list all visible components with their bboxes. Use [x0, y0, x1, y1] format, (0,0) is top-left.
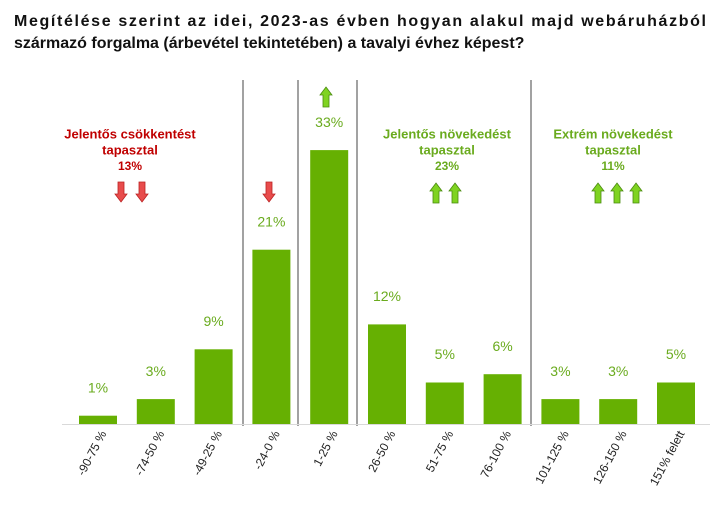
value-label: 3% [146, 363, 166, 379]
x-tick-label: -24-0 % [251, 428, 283, 472]
annotation: tapasztal [585, 142, 641, 157]
annotation: Extrém növekedést [553, 126, 673, 141]
annotation: Jelentős csökkentést [64, 126, 196, 141]
value-label: 3% [550, 363, 570, 379]
arrow-up [448, 182, 462, 204]
annotation: 13% [118, 159, 142, 173]
annotation: tapasztal [419, 142, 475, 157]
x-tick-label: 151% felett [647, 428, 688, 488]
bar [599, 399, 638, 424]
value-label: 5% [435, 346, 455, 362]
value-label: 33% [315, 114, 343, 130]
bar [136, 399, 175, 424]
annotation: 23% [435, 159, 459, 173]
bar [194, 349, 233, 424]
arrow-up [629, 182, 643, 204]
x-tick-label: 51-75 % [423, 428, 456, 474]
separators [242, 80, 532, 426]
x-tick-label: 126-150 % [590, 428, 630, 486]
value-label: 3% [608, 363, 628, 379]
arrow-down [135, 181, 149, 203]
annotation: 11% [601, 159, 625, 173]
bar [252, 249, 291, 424]
x-tick-label: 101-125 % [532, 428, 572, 486]
value-label: 21% [257, 213, 285, 229]
arrow-up [591, 182, 605, 204]
bar [368, 324, 406, 424]
arrow-up [429, 182, 443, 204]
arrow-down [114, 181, 128, 203]
annotation: tapasztal [102, 142, 158, 157]
chart-title: Megítélése szerint az idei, 2023-as évbe… [14, 13, 706, 30]
x-tick-label: -49-25 % [190, 428, 225, 478]
x-tick-label: -90-75 % [74, 428, 109, 478]
bar [483, 374, 522, 424]
x-tick-label: 76-100 % [478, 428, 515, 480]
chart-title: származó forgalma (árbevétel tekintetébe… [14, 35, 524, 52]
x-tick-label: 1-25 % [310, 428, 340, 468]
bar [79, 415, 117, 424]
value-label: 9% [203, 313, 223, 329]
value-label: 6% [492, 338, 512, 354]
x-tick-label: -74-50 % [132, 428, 167, 478]
x-tick-label: 26-50 % [365, 428, 398, 474]
bar [541, 399, 580, 424]
annotation: Jelentős növekedést [383, 126, 512, 141]
bar [310, 150, 349, 424]
value-label: 12% [373, 288, 401, 304]
arrow-up [610, 182, 624, 204]
value-label: 1% [88, 379, 108, 395]
value-label: 5% [666, 346, 686, 362]
arrow-up [319, 86, 333, 108]
bar [657, 382, 695, 424]
arrow-down [262, 181, 276, 203]
bar [425, 382, 464, 424]
